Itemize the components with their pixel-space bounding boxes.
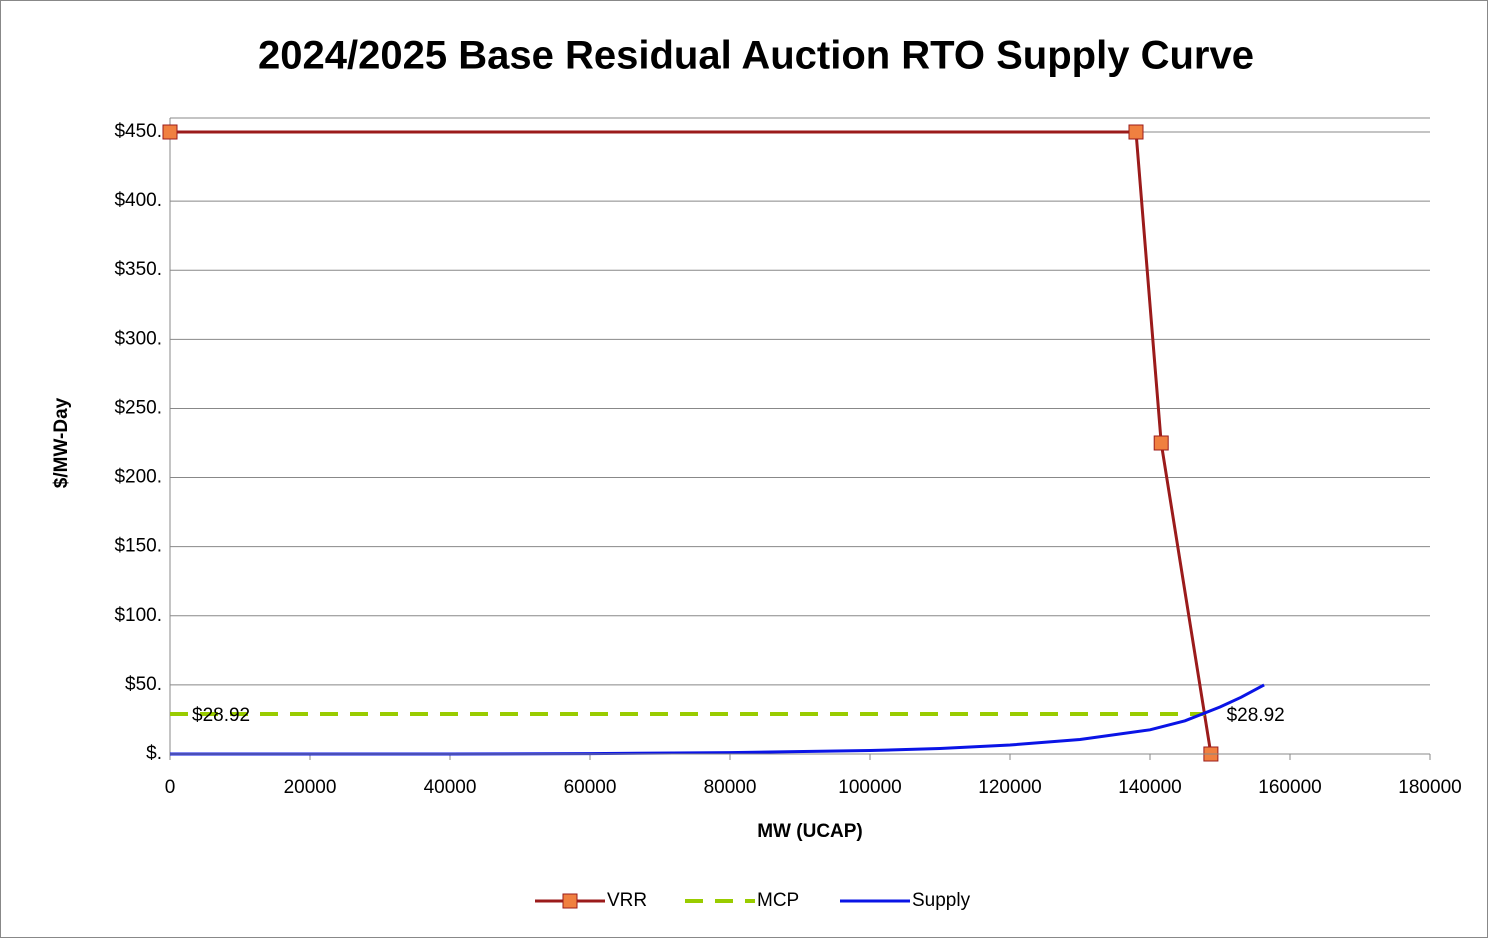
x-tick-label: 60000 <box>564 777 617 798</box>
x-tick-label: 160000 <box>1258 777 1321 798</box>
x-tick-label: 80000 <box>704 777 757 798</box>
x-tick-label: 0 <box>165 777 176 798</box>
y-tick-label: $450. <box>114 121 162 142</box>
x-axis-label: MW (UCAP) <box>757 821 863 842</box>
y-tick-label: $300. <box>114 328 162 349</box>
x-tick-label: 140000 <box>1118 777 1181 798</box>
y-tick-label: $. <box>146 743 162 764</box>
data-label: $28.92 <box>192 705 250 726</box>
x-tick-label: 40000 <box>424 777 477 798</box>
legend-label: Supply <box>912 890 971 911</box>
chart-title: 2024/2025 Base Residual Auction RTO Supp… <box>258 34 1254 78</box>
point-marker <box>1153 435 1169 451</box>
y-tick-label: $150. <box>114 536 162 557</box>
x-tick-label: 20000 <box>284 777 337 798</box>
series-line <box>170 130 1213 755</box>
y-tick-label: $250. <box>114 397 162 418</box>
y-tick-label: $400. <box>114 190 162 211</box>
x-tick-label: 120000 <box>978 777 1041 798</box>
y-tick-label: $100. <box>114 605 162 626</box>
legend-marker <box>562 893 578 909</box>
data-label: $28.92 <box>1227 705 1285 726</box>
y-tick-label: $350. <box>114 259 162 280</box>
legend-label: VRR <box>607 890 647 911</box>
x-tick-label: 100000 <box>838 777 901 798</box>
y-tick-label: $50. <box>125 674 162 695</box>
point-marker <box>162 124 178 140</box>
y-axis-label: $/MW-Day <box>51 397 72 488</box>
legend-label: MCP <box>757 890 799 911</box>
point-marker <box>1128 124 1144 140</box>
x-tick-label: 180000 <box>1398 777 1461 798</box>
y-tick-label: $200. <box>114 467 162 488</box>
